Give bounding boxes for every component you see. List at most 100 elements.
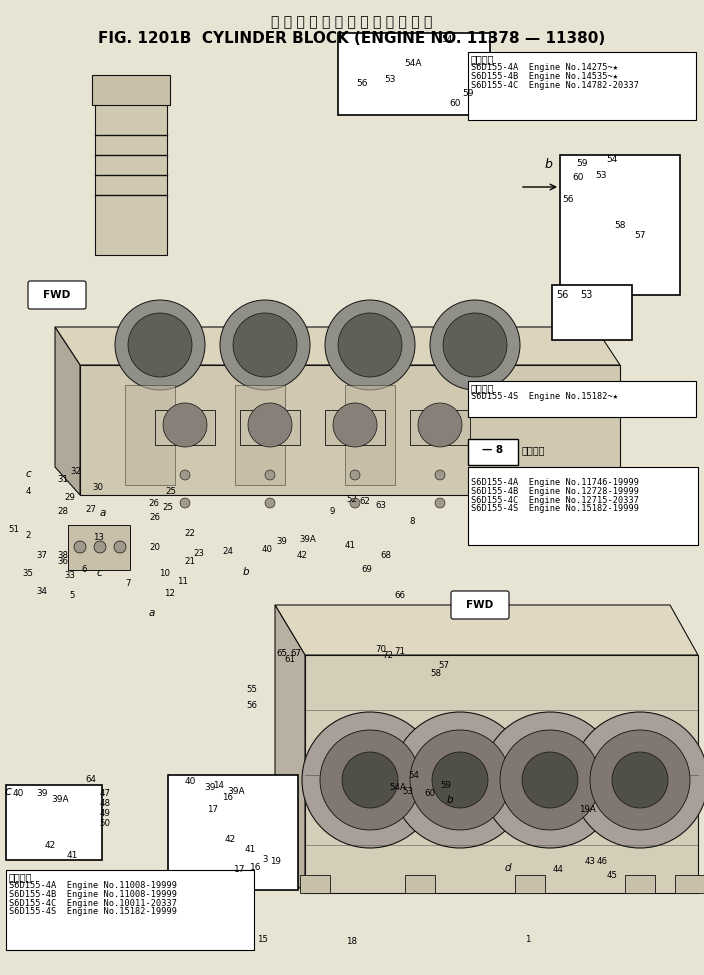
Text: 15: 15 bbox=[258, 935, 268, 945]
Circle shape bbox=[333, 403, 377, 447]
Text: 72: 72 bbox=[382, 650, 394, 659]
Polygon shape bbox=[55, 327, 620, 365]
Text: 39: 39 bbox=[277, 536, 287, 545]
Circle shape bbox=[572, 712, 704, 848]
Text: 19A: 19A bbox=[579, 805, 596, 814]
Circle shape bbox=[350, 498, 360, 508]
Circle shape bbox=[180, 498, 190, 508]
Text: 54A: 54A bbox=[389, 784, 406, 793]
Text: 58: 58 bbox=[431, 670, 441, 679]
Text: 4: 4 bbox=[25, 488, 31, 496]
Text: 42: 42 bbox=[296, 551, 308, 560]
Circle shape bbox=[500, 730, 600, 830]
Text: d: d bbox=[505, 863, 511, 873]
Text: 41: 41 bbox=[344, 540, 356, 550]
Text: 64: 64 bbox=[85, 775, 96, 785]
Circle shape bbox=[522, 752, 578, 808]
Text: 53: 53 bbox=[580, 290, 592, 300]
Text: 16: 16 bbox=[222, 794, 234, 802]
Polygon shape bbox=[275, 605, 698, 655]
Circle shape bbox=[94, 541, 106, 553]
Text: S6D155-4S  Engine No.15182-19999: S6D155-4S Engine No.15182-19999 bbox=[471, 504, 639, 514]
Text: 70: 70 bbox=[375, 644, 386, 653]
Text: S6D155-4B  Engine No.14535~★: S6D155-4B Engine No.14535~★ bbox=[471, 72, 618, 81]
Text: 50: 50 bbox=[99, 820, 111, 829]
Text: 69: 69 bbox=[362, 566, 372, 574]
Polygon shape bbox=[80, 365, 620, 495]
FancyBboxPatch shape bbox=[300, 875, 330, 893]
Text: 14: 14 bbox=[213, 781, 225, 790]
FancyBboxPatch shape bbox=[155, 410, 215, 445]
Circle shape bbox=[430, 300, 520, 390]
Text: 39A: 39A bbox=[300, 534, 316, 543]
Circle shape bbox=[233, 313, 297, 377]
Text: 25: 25 bbox=[165, 488, 177, 496]
Text: S6D155-4C  Engine No.10011-20337: S6D155-4C Engine No.10011-20337 bbox=[9, 899, 177, 908]
Text: 9: 9 bbox=[329, 506, 334, 516]
Text: 35: 35 bbox=[23, 569, 34, 578]
Circle shape bbox=[350, 470, 360, 480]
Text: 54: 54 bbox=[441, 34, 453, 44]
Text: 25: 25 bbox=[163, 503, 173, 513]
Text: 11: 11 bbox=[177, 577, 189, 587]
Circle shape bbox=[432, 752, 488, 808]
Text: 49: 49 bbox=[99, 809, 111, 818]
Circle shape bbox=[114, 541, 126, 553]
Text: 39: 39 bbox=[204, 783, 215, 792]
FancyBboxPatch shape bbox=[345, 385, 395, 485]
Text: 33: 33 bbox=[65, 570, 75, 579]
Polygon shape bbox=[68, 525, 130, 570]
Text: 42: 42 bbox=[44, 840, 56, 849]
Text: 53: 53 bbox=[403, 788, 413, 797]
Circle shape bbox=[435, 498, 445, 508]
Text: 56: 56 bbox=[562, 194, 574, 204]
Text: 13: 13 bbox=[94, 533, 104, 542]
Circle shape bbox=[265, 470, 275, 480]
Text: 22: 22 bbox=[184, 529, 196, 538]
Text: c: c bbox=[25, 469, 31, 479]
FancyBboxPatch shape bbox=[515, 875, 545, 893]
Text: 23: 23 bbox=[194, 549, 204, 558]
Circle shape bbox=[320, 730, 420, 830]
Circle shape bbox=[220, 300, 310, 390]
Text: 18: 18 bbox=[346, 938, 358, 947]
FancyBboxPatch shape bbox=[675, 875, 704, 893]
Text: 45: 45 bbox=[607, 872, 617, 880]
Text: 36: 36 bbox=[58, 558, 68, 566]
Text: 40: 40 bbox=[261, 545, 272, 555]
Text: 43: 43 bbox=[584, 857, 596, 867]
Text: 54A: 54A bbox=[404, 58, 422, 67]
Text: b: b bbox=[446, 795, 453, 805]
Text: 60: 60 bbox=[449, 98, 460, 107]
Text: 17: 17 bbox=[234, 866, 246, 875]
Text: 16: 16 bbox=[250, 863, 262, 872]
Text: 6: 6 bbox=[81, 566, 87, 574]
Text: 10: 10 bbox=[160, 568, 170, 577]
Text: 適用号機: 適用号機 bbox=[471, 383, 494, 393]
Text: 34: 34 bbox=[37, 588, 47, 597]
FancyBboxPatch shape bbox=[468, 381, 696, 417]
Text: 8: 8 bbox=[409, 518, 415, 526]
Text: 7: 7 bbox=[125, 578, 131, 588]
Text: 56: 56 bbox=[246, 701, 258, 711]
Circle shape bbox=[302, 712, 438, 848]
Text: S6D155-4A  Engine No.14275~★: S6D155-4A Engine No.14275~★ bbox=[471, 63, 618, 72]
Text: S6D155-4S  Engine No.15182~★: S6D155-4S Engine No.15182~★ bbox=[471, 393, 618, 402]
Text: 26: 26 bbox=[149, 499, 160, 509]
Circle shape bbox=[342, 752, 398, 808]
Text: 29: 29 bbox=[65, 493, 75, 502]
Text: c: c bbox=[4, 785, 11, 798]
Text: 適用号機: 適用号機 bbox=[9, 872, 32, 882]
Text: b: b bbox=[544, 159, 552, 172]
FancyBboxPatch shape bbox=[451, 591, 509, 619]
Text: 21: 21 bbox=[184, 558, 196, 566]
Circle shape bbox=[115, 300, 205, 390]
Text: 44: 44 bbox=[553, 866, 563, 875]
Text: 28: 28 bbox=[58, 508, 68, 517]
FancyBboxPatch shape bbox=[468, 439, 518, 465]
Text: 54: 54 bbox=[408, 771, 420, 781]
FancyBboxPatch shape bbox=[6, 870, 254, 950]
Text: 55: 55 bbox=[246, 685, 258, 694]
Text: 59: 59 bbox=[441, 781, 451, 790]
Text: S6D155-4B  Engine No.12728-19999: S6D155-4B Engine No.12728-19999 bbox=[471, 488, 639, 496]
